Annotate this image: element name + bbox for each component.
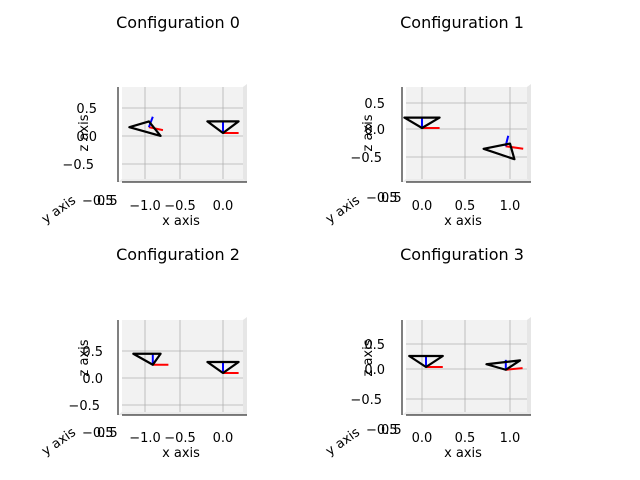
body-triangle <box>132 352 162 366</box>
z-tick-label: 0.5 <box>364 97 385 112</box>
z-tick-label: −0.5 <box>68 399 100 414</box>
y-tick-label: 0.5 <box>97 426 118 441</box>
body-triangle <box>206 120 240 135</box>
z-tick-label: 0.0 <box>76 130 97 145</box>
body-1 <box>128 116 164 137</box>
pane-side <box>527 317 531 415</box>
z-tick-label: 0.0 <box>364 123 385 138</box>
x-axis-label: x axis <box>162 214 200 229</box>
subplot-title: Configuration 0 <box>116 13 240 32</box>
body-triangle <box>482 142 516 161</box>
y-tick-label: −0.5 <box>366 423 398 438</box>
z-tick-label: 0.5 <box>76 102 97 117</box>
y-tick-label: 0.5 <box>381 191 402 206</box>
body-0 <box>408 354 444 369</box>
x-axis-label: x axis <box>162 446 200 461</box>
x-tick-label: 0.0 <box>213 431 234 446</box>
x-tick-label: −0.5 <box>164 199 196 214</box>
pane-back <box>122 320 243 412</box>
pane-back <box>406 87 527 179</box>
z-axis-label: z axis <box>361 339 376 376</box>
x-tick-label: 0.0 <box>412 199 433 214</box>
frame-x-axis <box>505 145 524 150</box>
y-tick-label: 0.5 <box>381 423 402 438</box>
body-triangle <box>206 360 240 375</box>
pane-side <box>243 317 247 415</box>
body-1 <box>132 352 169 366</box>
pane-floor <box>402 179 531 182</box>
z-axis-label: z axis <box>361 114 376 151</box>
z-tick-label: 0.5 <box>364 338 385 353</box>
pane-side <box>527 84 531 182</box>
pane-side <box>243 84 247 182</box>
x-axis-label: x axis <box>444 214 482 229</box>
z-tick-label: −0.5 <box>350 393 382 408</box>
body-1 <box>482 135 524 161</box>
y-tick-label: −0.5 <box>366 191 398 206</box>
z-tick-label: −0.5 <box>62 158 94 173</box>
subplot-0: Configuration 0−1.0 −0.5 0.00.50.0−0.50.5−… <box>39 13 247 229</box>
pane-floor <box>402 412 531 415</box>
body-triangle <box>485 359 522 371</box>
x-axis-label: x axis <box>444 446 482 461</box>
y-axis-label: y axis <box>323 193 363 227</box>
x-tick-label: 0.5 <box>455 199 476 214</box>
z-axis-label: z axis <box>77 114 92 151</box>
x-tick-label: 0.0 <box>213 199 234 214</box>
body-triangle <box>408 354 444 369</box>
x-tick-label: 0.5 <box>455 431 476 446</box>
subplot-3: Configuration 30.0 0.5 1.00.50.0−0.50.5−0.… <box>323 245 531 461</box>
subplot-title: Configuration 1 <box>400 13 524 32</box>
z-tick-label: 0.0 <box>364 363 385 378</box>
y-axis-label: y axis <box>323 425 363 459</box>
z-axis-label: z axis <box>77 339 92 376</box>
subplot-1: Configuration 10.0 0.5 1.00.50.0−0.50.5−0.… <box>323 13 531 229</box>
y-tick-label: −0.5 <box>82 194 114 209</box>
body-0 <box>206 120 240 135</box>
y-tick-label: −0.5 <box>82 426 114 441</box>
body-triangle <box>403 116 441 130</box>
x-tick-label: −0.5 <box>164 431 196 446</box>
x-tick-label: −1.0 <box>129 199 161 214</box>
x-tick-label: 1.0 <box>500 431 521 446</box>
x-tick-label: −1.0 <box>129 431 161 446</box>
subplot-title: Configuration 2 <box>116 245 240 264</box>
y-axis-label: y axis <box>39 425 79 459</box>
subplot-2: Configuration 2−1.0 −0.5 0.00.50.0−0.50.5−… <box>39 245 247 461</box>
x-tick-label: 1.0 <box>500 199 521 214</box>
frame-z-axis <box>147 116 154 128</box>
y-tick-label: 0.5 <box>97 194 118 209</box>
y-axis-label: y axis <box>39 193 79 227</box>
x-tick-label: 0.0 <box>412 431 433 446</box>
z-tick-label: 0.0 <box>82 372 103 387</box>
body-0 <box>403 116 441 130</box>
z-tick-label: −0.5 <box>350 151 382 166</box>
body-0 <box>206 360 240 375</box>
subplot-title: Configuration 3 <box>400 245 524 264</box>
body-1 <box>485 359 523 371</box>
frame-x-axis <box>505 367 523 371</box>
pane-floor <box>118 179 247 182</box>
body-triangle <box>128 120 162 137</box>
z-tick-label: 0.5 <box>82 345 103 360</box>
pane-floor <box>118 412 247 415</box>
